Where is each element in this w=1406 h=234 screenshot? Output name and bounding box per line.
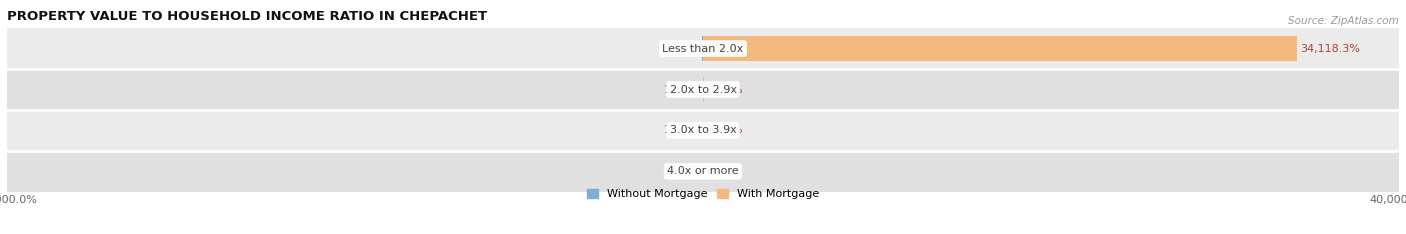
Legend: Without Mortgage, With Mortgage: Without Mortgage, With Mortgage bbox=[588, 189, 818, 199]
Text: 14.4%: 14.4% bbox=[664, 84, 699, 95]
Text: 4.0x or more: 4.0x or more bbox=[668, 166, 738, 176]
Bar bbox=[703, 36, 1296, 61]
Text: Source: ZipAtlas.com: Source: ZipAtlas.com bbox=[1288, 16, 1399, 26]
Bar bbox=[7, 151, 1399, 192]
Text: PROPERTY VALUE TO HOUSEHOLD INCOME RATIO IN CHEPACHET: PROPERTY VALUE TO HOUSEHOLD INCOME RATIO… bbox=[7, 10, 486, 23]
Text: 11.9%: 11.9% bbox=[664, 125, 699, 135]
Text: 3.0x to 3.9x: 3.0x to 3.9x bbox=[669, 125, 737, 135]
Bar bbox=[7, 69, 1399, 110]
Text: 57.0%: 57.0% bbox=[664, 44, 699, 54]
Text: 2.0x to 2.9x: 2.0x to 2.9x bbox=[669, 84, 737, 95]
Text: 26.4%: 26.4% bbox=[707, 125, 742, 135]
Text: 32.2%: 32.2% bbox=[707, 84, 742, 95]
Text: 16.6%: 16.6% bbox=[664, 166, 699, 176]
Text: Less than 2.0x: Less than 2.0x bbox=[662, 44, 744, 54]
Text: 34,118.3%: 34,118.3% bbox=[1301, 44, 1360, 54]
Text: 6.7%: 6.7% bbox=[707, 166, 735, 176]
Bar bbox=[7, 28, 1399, 69]
Bar bbox=[7, 110, 1399, 151]
